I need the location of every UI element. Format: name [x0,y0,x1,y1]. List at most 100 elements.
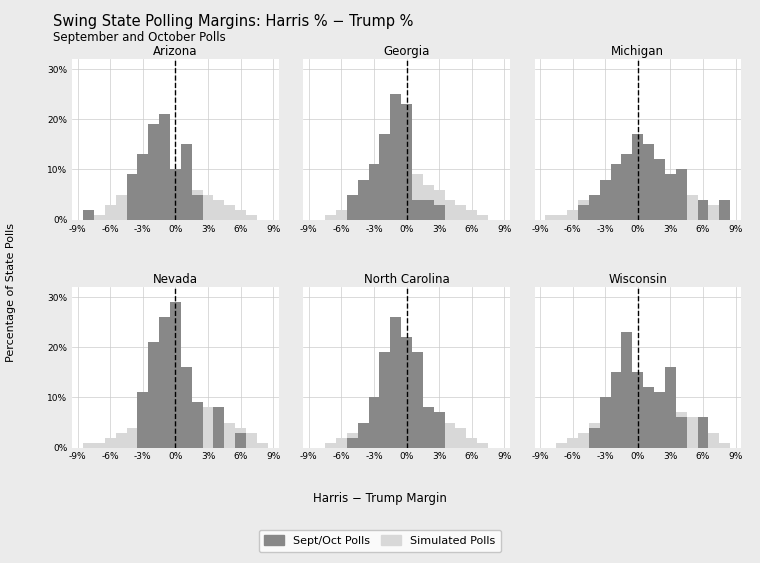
Bar [235,209,246,220]
Bar [567,437,578,448]
Bar [589,427,600,448]
Bar [379,135,391,220]
Bar [347,195,358,220]
Bar [600,413,610,448]
Title: Wisconsin: Wisconsin [608,273,667,286]
Bar [622,332,632,448]
Bar [698,199,708,220]
Bar [578,199,589,220]
Bar [455,427,467,448]
Bar [578,204,589,220]
Bar [192,403,203,448]
Bar [369,397,379,448]
Bar [589,422,600,448]
Bar [567,209,578,220]
Bar [181,397,192,448]
Bar [170,397,181,448]
Bar [203,195,214,220]
Bar [445,199,455,220]
Bar [379,175,391,220]
Bar [445,422,455,448]
Bar [412,403,423,448]
Bar [148,342,159,448]
Bar [358,190,369,220]
Bar [369,164,379,220]
Title: Arizona: Arizona [154,45,198,58]
Bar [401,337,412,448]
Bar [83,215,94,220]
Bar [589,195,600,220]
Bar [698,418,708,448]
Bar [148,169,159,220]
Bar [358,180,369,220]
Bar [401,397,412,448]
Bar [257,443,268,448]
Bar [170,302,181,448]
Bar [477,215,488,220]
Bar [105,204,116,220]
Bar [126,175,138,220]
Bar [336,209,347,220]
Bar [687,195,698,220]
Bar [643,397,654,448]
Bar [181,180,192,220]
Bar [391,317,401,448]
Bar [391,94,401,220]
Text: September and October Polls: September and October Polls [53,31,226,44]
Bar [358,422,369,448]
Bar [610,372,622,448]
Bar [610,164,622,220]
Bar [336,437,347,448]
Bar [676,413,687,448]
Bar [708,204,719,220]
Bar [246,215,257,220]
Bar [181,144,192,220]
Bar [224,422,235,448]
Bar [412,175,423,220]
Bar [719,199,730,220]
Bar [423,408,434,448]
Bar [126,427,138,448]
Bar [698,427,708,448]
Bar [325,443,336,448]
Bar [622,154,632,220]
Bar [622,169,632,220]
Bar [94,443,105,448]
Bar [379,403,391,448]
Bar [687,418,698,448]
Bar [622,397,632,448]
Bar [654,392,665,448]
Bar [632,169,643,220]
Bar [170,169,181,220]
Bar [391,169,401,220]
Bar [138,154,148,220]
Bar [600,180,610,220]
Bar [556,215,567,220]
Text: Harris − Trump Margin: Harris − Trump Margin [313,491,447,505]
Bar [138,392,148,448]
Bar [159,169,170,220]
Bar [676,169,687,220]
Bar [632,372,643,448]
Bar [181,367,192,448]
Bar [412,199,423,220]
Bar [203,408,214,448]
Bar [369,413,379,448]
Bar [83,209,94,220]
Bar [676,185,687,220]
Bar [708,432,719,448]
Bar [159,403,170,448]
Title: North Carolina: North Carolina [364,273,449,286]
Bar [546,215,556,220]
Legend: Sept/Oct Polls, Simulated Polls: Sept/Oct Polls, Simulated Polls [259,530,501,552]
Bar [192,190,203,220]
Bar [412,352,423,448]
Bar [358,422,369,448]
Bar [643,169,654,220]
Bar [192,403,203,448]
Bar [105,437,116,448]
Bar [434,190,445,220]
Bar [148,408,159,448]
Bar [643,387,654,448]
Bar [455,204,467,220]
